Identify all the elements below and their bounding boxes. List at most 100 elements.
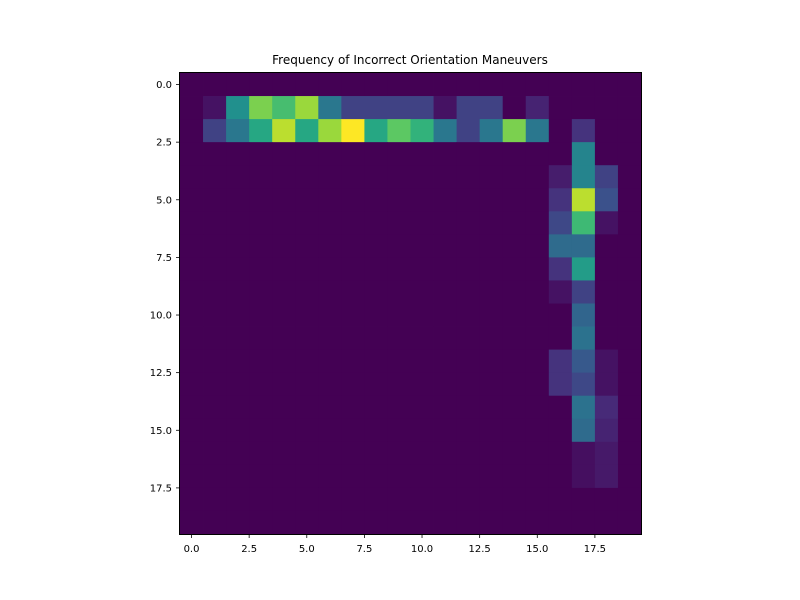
heatmap-cell xyxy=(456,73,481,97)
heatmap-cell xyxy=(456,510,481,535)
heatmap-cell xyxy=(341,349,365,374)
heatmap-cell xyxy=(410,326,434,350)
heatmap-cell xyxy=(364,211,388,235)
heatmap-cell xyxy=(525,418,550,443)
y-tick-label: 5.0 xyxy=(156,195,172,206)
heatmap-cell xyxy=(341,234,365,258)
heatmap-cell xyxy=(502,142,527,166)
heatmap-cell xyxy=(502,441,527,466)
heatmap-cell xyxy=(295,441,319,466)
heatmap-cell xyxy=(433,326,457,350)
heatmap-cell xyxy=(341,510,365,535)
heatmap-cell xyxy=(272,96,296,120)
heatmap-cell xyxy=(502,510,527,535)
heatmap-cell xyxy=(433,165,457,189)
heatmap-cell xyxy=(387,234,411,258)
y-tick-label: 7.5 xyxy=(156,253,172,264)
heatmap-cell xyxy=(249,257,273,281)
heatmap-cell xyxy=(318,142,342,166)
heatmap-cell xyxy=(502,395,527,420)
heatmap-cell xyxy=(594,73,619,97)
heatmap-cell xyxy=(525,464,550,489)
heatmap-cell xyxy=(341,257,365,281)
heatmap-cell xyxy=(548,487,573,512)
heatmap-cell xyxy=(226,303,250,327)
heatmap-cell xyxy=(180,303,204,327)
heatmap-cell xyxy=(571,372,596,397)
heatmap-cell xyxy=(249,395,273,420)
heatmap-cell xyxy=(272,510,296,535)
heatmap-cell xyxy=(548,326,573,350)
heatmap-cell xyxy=(387,257,411,281)
heatmap-cell xyxy=(548,395,573,420)
heatmap-cell xyxy=(433,441,457,466)
heatmap-cell xyxy=(295,395,319,420)
heatmap-cell xyxy=(479,326,504,350)
heatmap-cell xyxy=(410,165,434,189)
heatmap-cell xyxy=(456,326,481,350)
heatmap-cell xyxy=(341,119,365,143)
heatmap-cell xyxy=(180,234,204,258)
heatmap-cell xyxy=(456,418,481,443)
heatmap-cell xyxy=(594,165,619,189)
heatmap-cell xyxy=(364,464,388,489)
heatmap-cell xyxy=(410,257,434,281)
heatmap-cell xyxy=(318,372,342,397)
heatmap-cell xyxy=(594,326,619,350)
heatmap-cell xyxy=(617,464,642,489)
heatmap-cell xyxy=(203,418,227,443)
heatmap-cell xyxy=(364,142,388,166)
heatmap-cell xyxy=(525,326,550,350)
heatmap-cell xyxy=(180,418,204,443)
heatmap-cell xyxy=(272,188,296,212)
heatmap-cell xyxy=(272,165,296,189)
heatmap-cell xyxy=(226,487,250,512)
heatmap-cell xyxy=(318,234,342,258)
heatmap-cell xyxy=(456,211,481,235)
heatmap-cell xyxy=(594,211,619,235)
heatmap-cell xyxy=(502,280,527,304)
heatmap-cell xyxy=(272,257,296,281)
heatmap-cell xyxy=(272,211,296,235)
heatmap-cell xyxy=(502,96,527,120)
heatmap-cell xyxy=(571,165,596,189)
heatmap-cell xyxy=(502,188,527,212)
heatmap-cell xyxy=(479,372,504,397)
heatmap-cell xyxy=(203,395,227,420)
heatmap-cell xyxy=(180,395,204,420)
heatmap-cell xyxy=(479,119,504,143)
heatmap-cell xyxy=(433,119,457,143)
heatmap-cell xyxy=(341,487,365,512)
heatmap-cell xyxy=(180,257,204,281)
heatmap-cell xyxy=(456,349,481,374)
heatmap-cell xyxy=(318,96,342,120)
heatmap-cell xyxy=(318,257,342,281)
heatmap-cell xyxy=(387,303,411,327)
heatmap-cell xyxy=(387,96,411,120)
heatmap-cell xyxy=(456,188,481,212)
heatmap-cell xyxy=(502,234,527,258)
heatmap-cell xyxy=(456,441,481,466)
heatmap-cell xyxy=(180,487,204,512)
heatmap-cell xyxy=(479,303,504,327)
heatmap-cell xyxy=(479,73,504,97)
heatmap-cell xyxy=(548,142,573,166)
heatmap-cell xyxy=(226,510,250,535)
heatmap-cell xyxy=(364,234,388,258)
heatmap-cell xyxy=(364,441,388,466)
heatmap-cell xyxy=(341,96,365,120)
heatmap-cell xyxy=(387,510,411,535)
heatmap-cell xyxy=(571,510,596,535)
heatmap-cell xyxy=(203,510,227,535)
heatmap-cell xyxy=(502,303,527,327)
heatmap-cell xyxy=(341,395,365,420)
heatmap-cell xyxy=(525,165,550,189)
heatmap-cell xyxy=(617,257,642,281)
heatmap-cell xyxy=(249,280,273,304)
heatmap-cell xyxy=(525,96,550,120)
heatmap-cell xyxy=(180,372,204,397)
heatmap-cell xyxy=(594,188,619,212)
heatmap-cell xyxy=(387,464,411,489)
x-tick-label: 10.0 xyxy=(411,544,433,555)
heatmap-cell xyxy=(272,464,296,489)
